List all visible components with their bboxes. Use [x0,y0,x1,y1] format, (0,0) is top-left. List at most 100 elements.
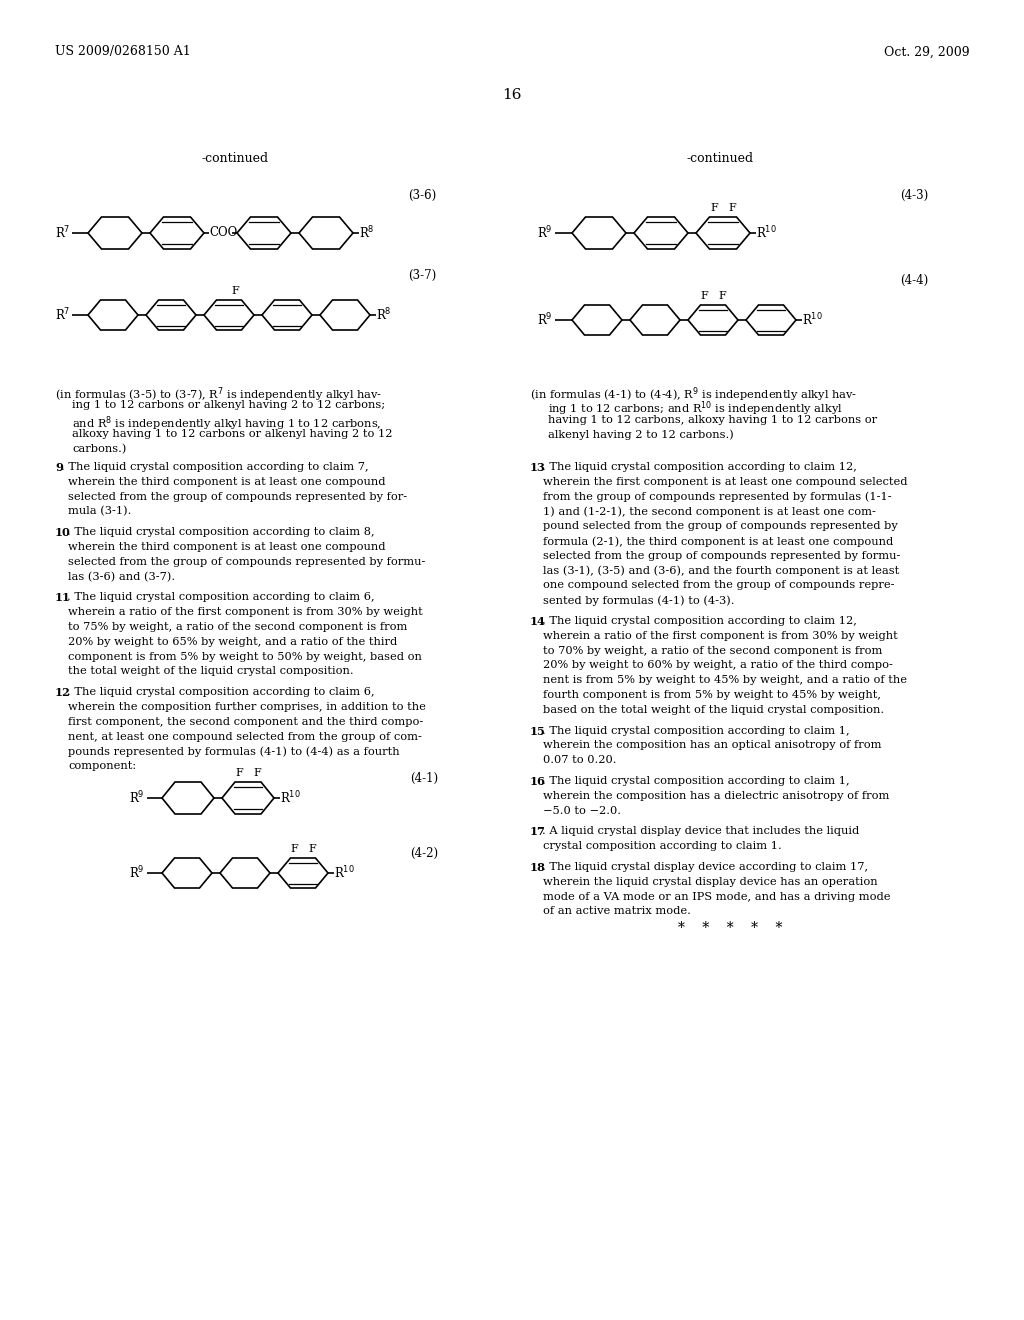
Text: 16: 16 [530,776,546,787]
Text: pounds represented by formulas (4-1) to (4-4) as a fourth: pounds represented by formulas (4-1) to … [68,746,399,756]
Text: and R$^8$ is independently alkyl having 1 to 12 carbons,: and R$^8$ is independently alkyl having … [72,414,381,433]
Text: nent is from 5% by weight to 45% by weight, and a ratio of the: nent is from 5% by weight to 45% by weig… [543,676,907,685]
Text: alkoxy having 1 to 12 carbons or alkenyl having 2 to 12: alkoxy having 1 to 12 carbons or alkenyl… [72,429,392,440]
Text: wherein the composition has an optical anisotropy of from: wherein the composition has an optical a… [543,741,882,750]
Text: first component, the second component and the third compo-: first component, the second component an… [68,717,423,727]
Text: carbons.): carbons.) [72,445,126,454]
Text: selected from the group of compounds represented by formu-: selected from the group of compounds rep… [543,550,900,561]
Text: . The liquid crystal composition according to claim 6,: . The liquid crystal composition accordi… [67,593,374,602]
Text: *    *    *    *    *: * * * * * [678,921,782,935]
Text: 20% by weight to 60% by weight, a ratio of the third compo-: 20% by weight to 60% by weight, a ratio … [543,660,893,671]
Text: R$^8$: R$^8$ [359,224,375,242]
Text: . The liquid crystal composition according to claim 12,: . The liquid crystal composition accordi… [542,616,856,626]
Text: wherein the third component is at least one compound: wherein the third component is at least … [68,543,385,552]
Text: -continued: -continued [686,152,754,165]
Text: 12: 12 [55,688,71,698]
Text: F: F [231,286,239,296]
Text: mode of a VA mode or an IPS mode, and has a driving mode: mode of a VA mode or an IPS mode, and ha… [543,891,891,902]
Text: from the group of compounds represented by formulas (1-1-: from the group of compounds represented … [543,491,892,502]
Text: . The liquid crystal composition according to claim 6,: . The liquid crystal composition accordi… [67,688,374,697]
Text: fourth component is from 5% by weight to 45% by weight,: fourth component is from 5% by weight to… [543,690,881,700]
Text: 20% by weight to 65% by weight, and a ratio of the third: 20% by weight to 65% by weight, and a ra… [68,636,397,647]
Text: las (3-6) and (3-7).: las (3-6) and (3-7). [68,572,175,582]
Text: (3-7): (3-7) [408,268,436,281]
Text: selected from the group of compounds represented by formu-: selected from the group of compounds rep… [68,557,425,566]
Text: wherein the third component is at least one compound: wherein the third component is at least … [68,477,385,487]
Text: the total weight of the liquid crystal composition.: the total weight of the liquid crystal c… [68,667,353,676]
Text: 11: 11 [55,593,71,603]
Text: wherein the composition has a dielectric anisotropy of from: wherein the composition has a dielectric… [543,791,890,801]
Text: mula (3-1).: mula (3-1). [68,507,131,516]
Text: 0.07 to 0.20.: 0.07 to 0.20. [543,755,616,766]
Text: (4-2): (4-2) [410,846,438,859]
Text: US 2009/0268150 A1: US 2009/0268150 A1 [55,45,190,58]
Text: 13: 13 [530,462,546,473]
Text: las (3-1), (3-5) and (3-6), and the fourth component is at least: las (3-1), (3-5) and (3-6), and the four… [543,565,899,576]
Text: F: F [728,203,736,213]
Text: COO: COO [209,227,238,239]
Text: having 1 to 12 carbons, alkoxy having 1 to 12 carbons or: having 1 to 12 carbons, alkoxy having 1 … [548,414,878,425]
Text: formula (2-1), the third component is at least one compound: formula (2-1), the third component is at… [543,536,893,546]
Text: component is from 5% by weight to 50% by weight, based on: component is from 5% by weight to 50% by… [68,652,422,661]
Text: R$^{10}$: R$^{10}$ [334,865,355,882]
Text: (4-3): (4-3) [900,189,928,202]
Text: R$^9$: R$^9$ [129,865,145,882]
Text: . The liquid crystal composition according to claim 1,: . The liquid crystal composition accordi… [542,726,849,735]
Text: . The liquid crystal composition according to claim 8,: . The liquid crystal composition accordi… [67,527,374,537]
Text: F: F [700,290,708,301]
Text: Oct. 29, 2009: Oct. 29, 2009 [885,45,970,58]
Text: R$^7$: R$^7$ [54,224,70,242]
Text: crystal composition according to claim 1.: crystal composition according to claim 1… [543,841,781,851]
Text: F: F [718,290,726,301]
Text: 14: 14 [530,616,546,627]
Text: 18: 18 [530,862,546,873]
Text: . The liquid crystal composition according to claim 7,: . The liquid crystal composition accordi… [60,462,369,473]
Text: (4-1): (4-1) [410,771,438,784]
Text: (3-6): (3-6) [408,189,436,202]
Text: 1) and (1-2-1), the second component is at least one com-: 1) and (1-2-1), the second component is … [543,507,876,517]
Text: wherein a ratio of the first component is from 30% by weight: wherein a ratio of the first component i… [68,607,423,618]
Text: to 70% by weight, a ratio of the second component is from: to 70% by weight, a ratio of the second … [543,645,883,656]
Text: F: F [236,768,243,777]
Text: based on the total weight of the liquid crystal composition.: based on the total weight of the liquid … [543,705,884,715]
Text: F: F [308,843,315,854]
Text: sented by formulas (4-1) to (4-3).: sented by formulas (4-1) to (4-3). [543,595,734,606]
Text: −5.0 to −2.0.: −5.0 to −2.0. [543,805,621,816]
Text: 9: 9 [55,462,62,473]
Text: R$^8$: R$^8$ [376,306,391,323]
Text: . The liquid crystal composition according to claim 1,: . The liquid crystal composition accordi… [542,776,849,785]
Text: 16: 16 [502,88,522,102]
Text: R$^{10}$: R$^{10}$ [802,312,823,329]
Text: wherein the first component is at least one compound selected: wherein the first component is at least … [543,477,907,487]
Text: R$^9$: R$^9$ [538,224,553,242]
Text: (4-4): (4-4) [900,273,928,286]
Text: F: F [253,768,261,777]
Text: one compound selected from the group of compounds repre-: one compound selected from the group of … [543,581,895,590]
Text: wherein the composition further comprises, in addition to the: wherein the composition further comprise… [68,702,426,711]
Text: R$^7$: R$^7$ [54,306,70,323]
Text: R$^9$: R$^9$ [538,312,553,329]
Text: F: F [710,203,718,213]
Text: -continued: -continued [202,152,268,165]
Text: R$^{10}$: R$^{10}$ [280,789,301,807]
Text: (in formulas (4-1) to (4-4), R$^9$ is independently alkyl hav-: (in formulas (4-1) to (4-4), R$^9$ is in… [530,385,857,404]
Text: pound selected from the group of compounds represented by: pound selected from the group of compoun… [543,521,898,531]
Text: F: F [290,843,298,854]
Text: wherein the liquid crystal display device has an operation: wherein the liquid crystal display devic… [543,876,878,887]
Text: (in formulas (3-5) to (3-7), R$^7$ is independently alkyl hav-: (in formulas (3-5) to (3-7), R$^7$ is in… [55,385,382,404]
Text: R$^{10}$: R$^{10}$ [756,224,777,242]
Text: 15: 15 [530,726,546,737]
Text: . The liquid crystal composition according to claim 12,: . The liquid crystal composition accordi… [542,462,856,473]
Text: nent, at least one compound selected from the group of com-: nent, at least one compound selected fro… [68,731,422,742]
Text: R$^9$: R$^9$ [129,789,145,807]
Text: 10: 10 [55,527,71,539]
Text: . The liquid crystal display device according to claim 17,: . The liquid crystal display device acco… [542,862,867,873]
Text: component:: component: [68,762,136,771]
Text: . A liquid crystal display device that includes the liquid: . A liquid crystal display device that i… [542,826,859,837]
Text: ing 1 to 12 carbons; and R$^{10}$ is independently alkyl: ing 1 to 12 carbons; and R$^{10}$ is ind… [548,400,843,418]
Text: of an active matrix mode.: of an active matrix mode. [543,907,691,916]
Text: selected from the group of compounds represented by for-: selected from the group of compounds rep… [68,491,408,502]
Text: 17: 17 [530,826,546,837]
Text: alkenyl having 2 to 12 carbons.): alkenyl having 2 to 12 carbons.) [548,429,734,440]
Text: to 75% by weight, a ratio of the second component is from: to 75% by weight, a ratio of the second … [68,622,408,632]
